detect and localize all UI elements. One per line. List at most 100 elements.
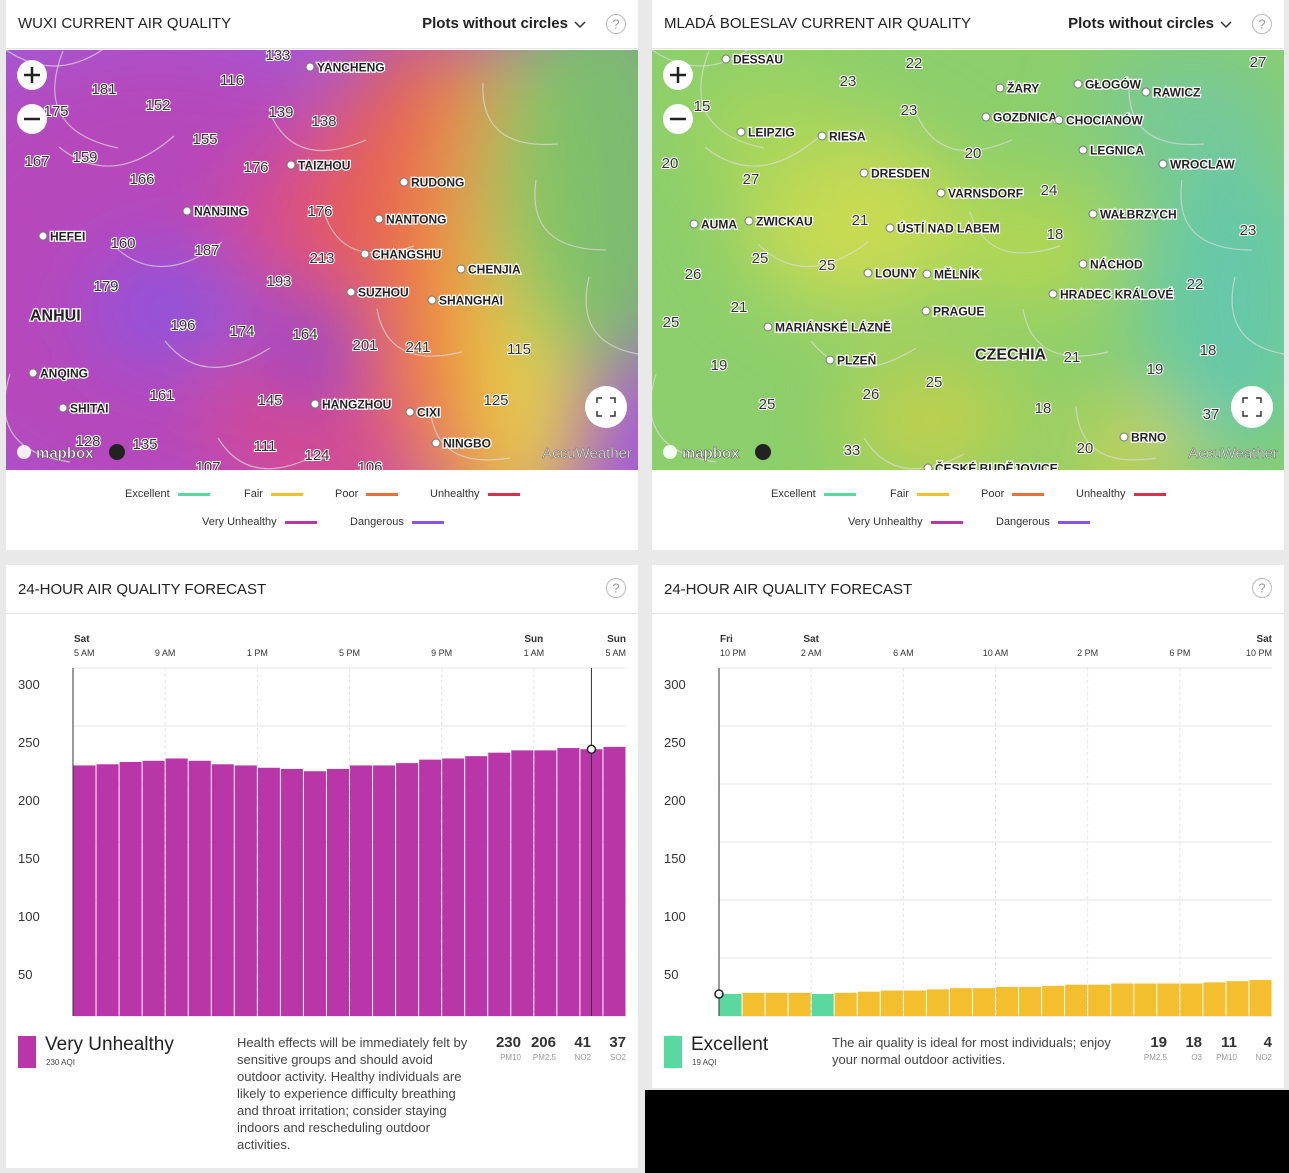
bar[interactable] (280, 768, 303, 1016)
aqi-reading: 176 (243, 159, 268, 176)
bar[interactable] (96, 764, 119, 1016)
aqi-reading: 124 (304, 447, 329, 464)
help-mark: ? (612, 17, 619, 32)
city-label: HRADEC KRÁLOVÉ (1060, 287, 1173, 302)
bar[interactable] (442, 758, 465, 1016)
legend-label: Fair (244, 488, 263, 500)
dropdown[interactable]: Plots without circles (1068, 15, 1214, 32)
bar[interactable] (603, 746, 626, 1016)
city-label: AUMA (701, 218, 737, 232)
y-tick-label: 200 (664, 793, 686, 808)
bar[interactable] (119, 761, 142, 1016)
legend-swatch (930, 520, 963, 524)
bar[interactable] (465, 756, 488, 1016)
bar[interactable] (1065, 984, 1088, 1016)
bar[interactable] (326, 768, 349, 1016)
fullscreen-button[interactable] (1231, 386, 1273, 428)
help-icon[interactable]: ? (1251, 577, 1273, 599)
legend-swatch (916, 492, 949, 496)
bar[interactable] (903, 990, 926, 1016)
legend-label: Very Unhealthy (848, 516, 923, 528)
city-label: SHITAI (70, 402, 108, 416)
bar[interactable] (1180, 983, 1203, 1016)
pollutant: 230 PM10 (496, 1034, 521, 1062)
bar[interactable] (257, 767, 280, 1016)
bar[interactable] (1249, 980, 1272, 1016)
info-button[interactable] (109, 444, 125, 460)
bar[interactable] (880, 990, 903, 1016)
bar[interactable] (742, 992, 765, 1016)
chevron-path (574, 21, 586, 29)
road (652, 50, 749, 67)
x-tick-time: 10 AM (983, 648, 1009, 658)
bar[interactable] (165, 758, 188, 1016)
bar[interactable] (350, 765, 373, 1016)
aqi-reading: 201 (352, 337, 377, 354)
bar[interactable] (1203, 982, 1226, 1016)
help-icon[interactable]: ? (605, 577, 627, 599)
bar[interactable] (1019, 987, 1042, 1016)
bar[interactable] (211, 764, 234, 1016)
help-icon[interactable]: ? (605, 13, 627, 35)
bar[interactable] (511, 750, 534, 1016)
bar[interactable] (719, 993, 742, 1016)
x-tick-time: 5 AM (605, 648, 626, 658)
aqi-reading: 23 (1240, 222, 1257, 239)
bar[interactable] (396, 763, 419, 1016)
aqi-reading: 26 (685, 266, 702, 283)
bar[interactable] (811, 993, 834, 1016)
legend-item: Poor (981, 488, 1045, 500)
bar[interactable] (73, 765, 96, 1016)
bar[interactable] (857, 991, 880, 1016)
x-tick-time: 5 AM (74, 648, 95, 658)
dropdown[interactable]: Plots without circles (422, 15, 568, 32)
city-label: DRESDEN (871, 167, 930, 181)
bar[interactable] (1111, 983, 1134, 1016)
bar[interactable] (996, 987, 1019, 1016)
pollution-area (1072, 410, 1192, 470)
help-mark: ? (1258, 17, 1265, 32)
road (323, 211, 415, 254)
bar[interactable] (188, 760, 211, 1016)
y-tick-label: 300 (664, 677, 686, 692)
fullscreen-button[interactable] (585, 386, 627, 428)
bar[interactable] (534, 750, 557, 1016)
bar[interactable] (949, 988, 972, 1016)
bar[interactable] (926, 989, 949, 1016)
pollutant: 206 PM2.5 (531, 1034, 556, 1062)
aqi-reading: 22 (1187, 276, 1204, 293)
mapbox-logo (663, 445, 677, 459)
help-circle (606, 578, 626, 598)
help-icon[interactable]: ? (1251, 13, 1273, 35)
bar[interactable] (303, 771, 326, 1016)
info-button[interactable] (755, 444, 771, 460)
legend-label: Excellent (771, 488, 816, 500)
aqi-reading: 181 (91, 81, 116, 98)
bar[interactable] (234, 765, 257, 1016)
legend-label: Unhealthy (430, 488, 480, 500)
road (757, 241, 869, 268)
bar[interactable] (373, 765, 396, 1016)
bar[interactable] (788, 992, 811, 1016)
bar[interactable] (142, 760, 165, 1016)
bar[interactable] (1157, 983, 1180, 1016)
x-tick-day: Sat (1256, 634, 1272, 645)
pollution-area (1092, 50, 1284, 170)
bar[interactable] (1134, 983, 1157, 1016)
bar[interactable] (557, 748, 580, 1016)
bar[interactable] (765, 992, 788, 1016)
city-dot (427, 295, 437, 305)
bar[interactable] (1226, 981, 1249, 1016)
road (429, 405, 511, 461)
city-dot (374, 214, 384, 224)
aqi-reading: 167 (24, 153, 49, 170)
pollutant-value: 4 (1263, 1034, 1272, 1051)
bar[interactable] (972, 988, 995, 1016)
bar[interactable] (419, 759, 442, 1016)
road (482, 82, 559, 146)
bar[interactable] (834, 992, 857, 1016)
bar[interactable] (1088, 984, 1111, 1016)
legend-label: Poor (335, 488, 359, 500)
bar[interactable] (488, 752, 511, 1016)
bar[interactable] (1042, 985, 1065, 1016)
